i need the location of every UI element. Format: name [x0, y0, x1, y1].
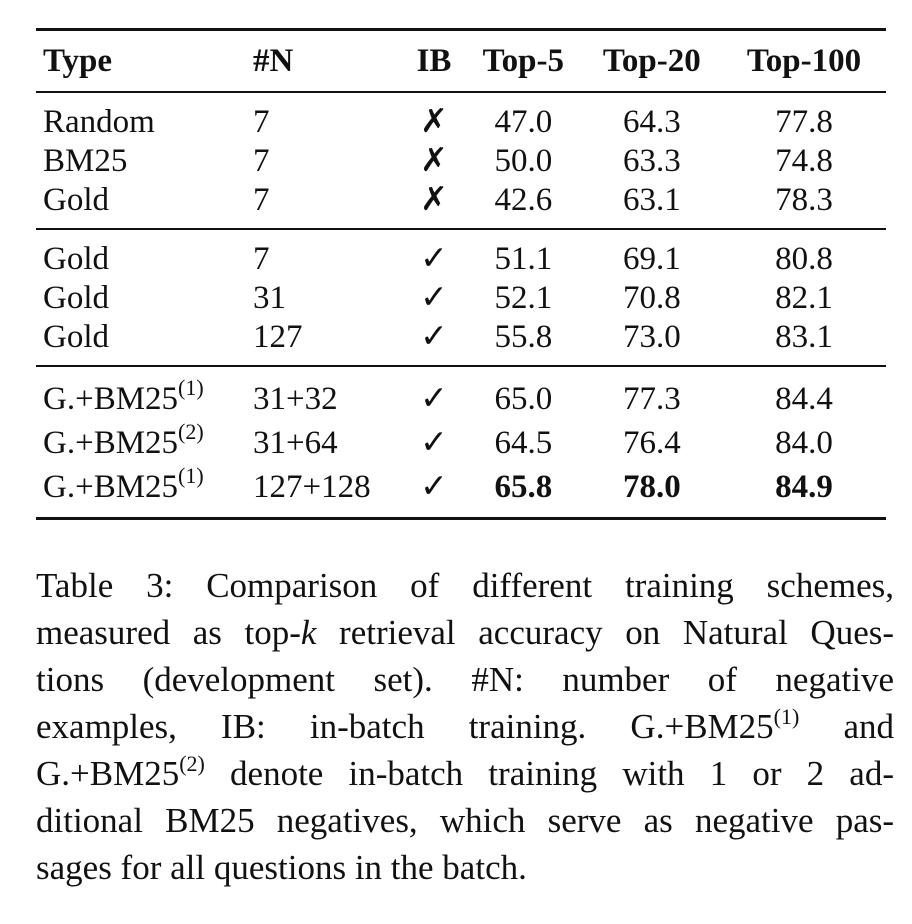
caption-text: G.+BM25: [36, 754, 180, 793]
caption-line: Table 3: Comparison of different trainin…: [36, 566, 894, 605]
caption-text: examples, IB: in-batch training. G.+BM25: [36, 707, 774, 746]
table-row: Gold 7 ✗ 42.6 63.1 78.3: [36, 181, 886, 229]
cell-top5: 64.5: [494, 425, 553, 461]
cell-ib: ✓: [420, 280, 448, 316]
caption-text: retrieval accuracy on Natural Ques-: [316, 613, 895, 652]
cell-type: Gold: [43, 280, 109, 316]
cell-top5: 52.1: [494, 280, 553, 316]
caption-line: sages for all questions in the batch.: [36, 848, 527, 887]
cell-top5: 65.8: [465, 465, 582, 519]
caption-text: and: [799, 707, 894, 746]
cell-top20: 64.3: [622, 104, 681, 140]
cell-type: Random: [43, 104, 155, 140]
caption-text: measured as top-: [36, 613, 301, 652]
cell-top5: 51.1: [494, 241, 553, 277]
cell-n: 31+64: [253, 425, 338, 461]
cell-top100: 84.9: [722, 465, 886, 519]
table-row: Random 7 ✗ 47.0 64.3 77.8: [36, 92, 886, 142]
cell-top100: 84.4: [775, 381, 833, 417]
cell-n: 31: [253, 280, 286, 316]
cell-ib: ✗: [420, 182, 448, 218]
cell-ib: ✗: [420, 143, 448, 179]
table-row: G.+BM25(1) 127+128 ✓ 65.8 78.0 84.9: [36, 465, 886, 519]
cell-type-text: G.+BM25: [43, 425, 179, 461]
cell-type: G.+BM25(1): [36, 465, 253, 519]
table-header-row: Type #N IB Top-5 Top-20 Top-100: [36, 29, 886, 93]
caption-line: ditional BM25 negatives, which serve as …: [36, 801, 894, 840]
cell-type: Gold: [43, 182, 109, 218]
table-row: G.+BM25(2) 31+64 ✓ 64.5 76.4 84.0: [36, 421, 886, 465]
cell-top20: 78.0: [582, 465, 722, 519]
cell-type: G.+BM25(2): [36, 421, 253, 465]
cell-top5: 50.0: [494, 143, 553, 179]
header-type: Type: [43, 43, 113, 79]
cell-type-superscript: (1): [178, 375, 204, 400]
best-top20: 78.0: [622, 469, 681, 505]
cell-n: 7: [253, 241, 270, 277]
results-table: Type #N IB Top-5 Top-20 Top-100 Random 7…: [36, 28, 886, 520]
cell-n: 7: [253, 104, 270, 140]
table-row: Gold 31 ✓ 52.1 70.8 82.1: [36, 279, 886, 318]
cell-type: Gold: [43, 319, 109, 355]
cell-top20: 70.8: [622, 280, 681, 316]
caption-line: G.+BM25(2) denote in-batch training with…: [36, 750, 894, 797]
cell-top100: 74.8: [775, 143, 833, 179]
cell-top5: 42.6: [494, 182, 553, 218]
cell-top100: 78.3: [775, 182, 833, 218]
results-table-container: Type #N IB Top-5 Top-20 Top-100 Random 7…: [36, 28, 886, 520]
caption-line: examples, IB: in-batch training. G.+BM25…: [36, 703, 894, 750]
cell-top100: 80.8: [775, 241, 833, 277]
table-row: G.+BM25(1) 31+32 ✓ 65.0 77.3 84.4: [36, 366, 886, 421]
cell-top5: 55.8: [494, 319, 553, 355]
cell-ib: ✓: [420, 319, 448, 355]
cell-top20: 77.3: [622, 381, 681, 417]
header-top100: Top-100: [746, 43, 862, 79]
cell-type: BM25: [43, 143, 128, 179]
header-top5: Top-5: [482, 43, 564, 79]
cell-n: 7: [253, 182, 270, 218]
cell-n: 31+32: [253, 381, 338, 417]
cell-top100: 83.1: [775, 319, 833, 355]
cell-ib: ✓: [420, 425, 448, 461]
caption-math-k: k: [300, 613, 317, 652]
cell-ib: ✗: [420, 104, 448, 140]
table-caption: Table 3: Comparison of different trainin…: [36, 562, 894, 891]
cell-ib: ✓: [420, 241, 448, 277]
cell-top100: 82.1: [775, 280, 833, 316]
cell-ib: ✓: [420, 469, 448, 505]
cell-type-text: G.+BM25: [43, 469, 179, 505]
cell-top20: 73.0: [622, 319, 681, 355]
caption-line: tions (development set). #N: number of n…: [36, 660, 894, 699]
cell-top100: 84.0: [775, 425, 833, 461]
caption-superscript: (2): [179, 751, 205, 776]
cell-type: Gold: [43, 241, 109, 277]
table-row: BM25 7 ✗ 50.0 63.3 74.8: [36, 142, 886, 181]
best-top5: 65.8: [494, 469, 553, 505]
cell-n: 127+128: [253, 469, 371, 505]
cell-ib: ✓: [420, 381, 448, 417]
cell-top20: 63.3: [622, 143, 681, 179]
cell-type-text: G.+BM25: [43, 381, 179, 417]
cell-top5: 47.0: [494, 104, 553, 140]
cell-top20: 69.1: [622, 241, 681, 277]
caption-superscript: (1): [773, 704, 800, 729]
caption-text: denote in-batch training with 1 or 2 ad-: [204, 754, 894, 793]
cell-top20: 76.4: [622, 425, 681, 461]
caption-line: measured as top-k retrieval accuracy on …: [36, 609, 894, 656]
table-row: Gold 7 ✓ 51.1 69.1 80.8: [36, 229, 886, 279]
cell-type-superscript: (2): [178, 419, 204, 444]
header-top20: Top-20: [602, 43, 701, 79]
cell-n: 127: [253, 319, 303, 355]
cell-type: G.+BM25(1): [36, 366, 253, 421]
cell-type-superscript: (1): [178, 463, 204, 488]
cell-top20: 63.1: [622, 182, 681, 218]
header-n: #N: [253, 43, 294, 79]
cell-top5: 65.0: [494, 381, 553, 417]
cell-top100: 77.8: [775, 104, 833, 140]
header-ib: IB: [416, 43, 452, 79]
table-row: Gold 127 ✓ 55.8 73.0 83.1: [36, 318, 886, 366]
cell-n: 7: [253, 143, 270, 179]
best-top100: 84.9: [775, 469, 833, 505]
